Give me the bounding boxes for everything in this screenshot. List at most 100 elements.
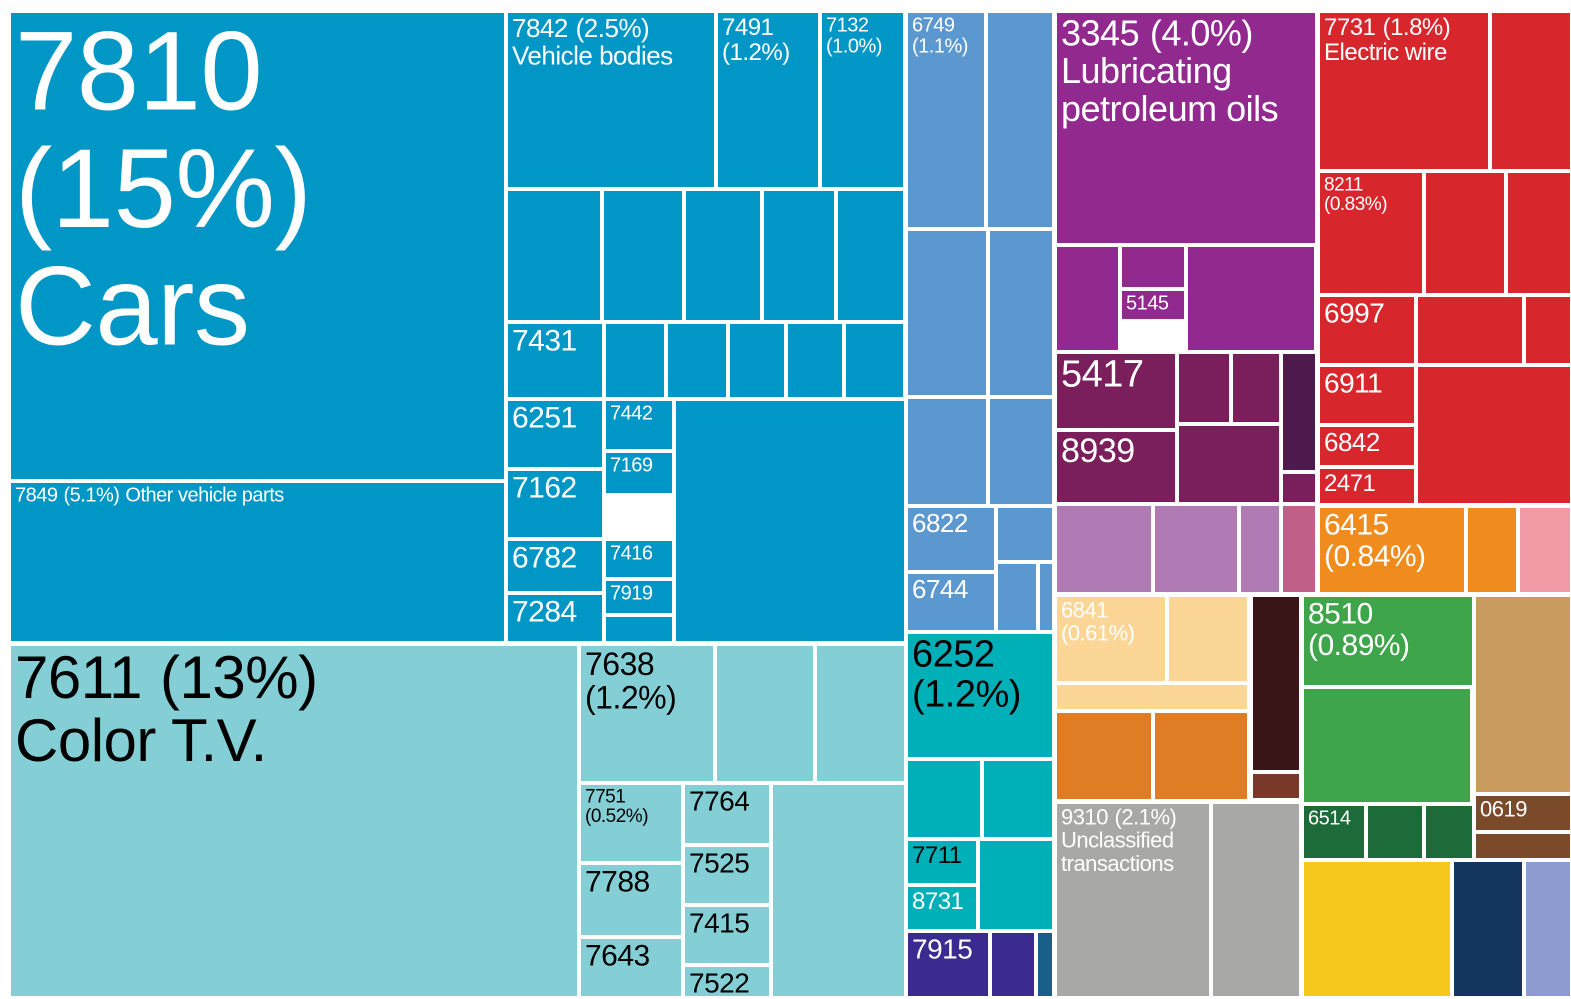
share: (4.0%) bbox=[1150, 13, 1253, 54]
cell-label: 7643 bbox=[585, 939, 650, 972]
cell-label: 7751 bbox=[585, 786, 625, 807]
cell bbox=[579, 644, 715, 783]
cell bbox=[786, 322, 844, 399]
cell-label: 7491 bbox=[722, 14, 774, 41]
cell bbox=[1466, 506, 1518, 594]
cell-label: Lubricating petroleum oils bbox=[1061, 51, 1278, 130]
cell-label: 5145 bbox=[1126, 292, 1169, 314]
code: 7919 bbox=[610, 582, 653, 604]
cell bbox=[579, 783, 683, 863]
cell-label: Unclassified transactions bbox=[1061, 828, 1179, 876]
code: 2471 bbox=[1324, 470, 1376, 497]
share: (0.89%) bbox=[1308, 629, 1410, 662]
cell bbox=[1211, 802, 1301, 998]
cell bbox=[1452, 860, 1524, 998]
cell-label: 8731 bbox=[912, 888, 964, 915]
cell bbox=[1036, 931, 1054, 998]
cell-label: (0.83%) bbox=[1324, 194, 1387, 215]
cell-label: (0.84%) bbox=[1324, 540, 1426, 573]
share: (0.52%) bbox=[585, 806, 648, 827]
cell bbox=[1506, 171, 1571, 295]
cell-label: 6514 bbox=[1308, 807, 1351, 829]
cell bbox=[1524, 860, 1571, 998]
cell bbox=[1038, 562, 1054, 632]
cell bbox=[1251, 595, 1301, 772]
cell-label: 7711 bbox=[912, 842, 962, 869]
cell bbox=[996, 506, 1054, 562]
share: (1.2%) bbox=[722, 39, 790, 66]
cell-label: 8510 bbox=[1308, 597, 1373, 630]
cell-label: (15%) bbox=[15, 126, 311, 251]
cell bbox=[1153, 504, 1239, 594]
cell bbox=[906, 397, 988, 506]
cell bbox=[1055, 595, 1167, 683]
code: 7643 bbox=[585, 939, 650, 972]
cell bbox=[1055, 683, 1249, 711]
cell-label: 3345 (4.0%) bbox=[1061, 13, 1253, 54]
share: (2.1%) bbox=[1115, 805, 1177, 830]
cell bbox=[674, 399, 906, 643]
cell bbox=[1302, 804, 1366, 860]
cell bbox=[815, 644, 906, 783]
code: 6841 bbox=[1061, 598, 1108, 623]
code: 9310 bbox=[1061, 805, 1108, 830]
cell-label: 6997 bbox=[1324, 297, 1384, 328]
cell-label: (0.89%) bbox=[1308, 629, 1410, 662]
cell-label: 7849 (5.1%) Other vehicle parts bbox=[15, 484, 284, 506]
cell bbox=[906, 759, 982, 839]
cell bbox=[771, 783, 906, 998]
cell-label: 7638 bbox=[585, 646, 654, 682]
cell bbox=[1231, 352, 1281, 424]
cell-label: (0.61%) bbox=[1061, 621, 1135, 646]
cell-label: 6415 bbox=[1324, 508, 1389, 541]
cell bbox=[604, 539, 674, 579]
share: (2.5%) bbox=[576, 13, 650, 43]
cell bbox=[1318, 11, 1490, 171]
cell bbox=[1424, 171, 1506, 295]
cell bbox=[506, 189, 602, 322]
cell bbox=[1318, 295, 1416, 365]
cell bbox=[1318, 365, 1416, 425]
code: 6997 bbox=[1324, 297, 1384, 328]
cell bbox=[988, 229, 1054, 397]
code: 7611 bbox=[15, 644, 142, 711]
cell bbox=[1120, 289, 1186, 321]
cell bbox=[1302, 595, 1474, 687]
code: 7731 bbox=[1324, 14, 1376, 41]
cell bbox=[9, 644, 579, 998]
cell-label: 6252 bbox=[912, 634, 995, 676]
cell-label: 7525 bbox=[689, 847, 749, 878]
cell-label: 9310 (2.1%) bbox=[1061, 805, 1176, 830]
cell bbox=[506, 322, 604, 399]
cell bbox=[1153, 711, 1249, 801]
share: (15%) bbox=[15, 126, 311, 251]
cell-label: (1.2%) bbox=[912, 674, 1021, 716]
cell bbox=[1281, 504, 1317, 594]
cell-label: 6842 bbox=[1324, 427, 1380, 457]
code: 7810 bbox=[15, 8, 262, 133]
cell bbox=[906, 11, 986, 229]
cell bbox=[988, 397, 1054, 506]
code: 7491 bbox=[722, 14, 774, 41]
cell-label: 7416 bbox=[610, 542, 653, 564]
share: (1.2%) bbox=[912, 674, 1021, 716]
cell-label: 6782 bbox=[512, 541, 577, 574]
cell bbox=[715, 644, 815, 783]
name-line: Unclassified bbox=[1061, 828, 1179, 853]
code: 8939 bbox=[1061, 432, 1135, 470]
cell-label: 7162 bbox=[512, 471, 577, 504]
code: 0619 bbox=[1480, 797, 1527, 822]
cell-label: (1.1%) bbox=[912, 35, 968, 57]
code: 6415 bbox=[1324, 508, 1389, 541]
cell-label: 0619 bbox=[1480, 797, 1527, 822]
code: 6252 bbox=[912, 634, 995, 676]
cell bbox=[1302, 860, 1452, 998]
cell bbox=[996, 562, 1038, 632]
cell-label: 7169 bbox=[610, 454, 653, 476]
cell-label: 6822 bbox=[912, 508, 968, 538]
cell bbox=[836, 189, 905, 322]
code: 8510 bbox=[1308, 597, 1373, 630]
cell bbox=[1318, 506, 1466, 594]
